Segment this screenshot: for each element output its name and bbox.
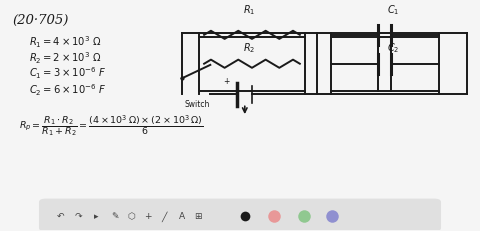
Text: $R_2$: $R_2$ (243, 41, 256, 54)
FancyBboxPatch shape (39, 199, 441, 231)
Text: ↶: ↶ (57, 211, 64, 220)
Text: ▸: ▸ (94, 211, 99, 220)
Text: A: A (179, 211, 185, 220)
Text: +: + (144, 211, 152, 220)
Text: $C_1$: $C_1$ (387, 3, 399, 17)
Text: Switch: Switch (184, 99, 210, 108)
Text: +: + (223, 76, 230, 85)
Text: $R_p = \dfrac{R_1 \cdot R_2}{R_1+R_2} = \dfrac{(4\times10^3\,\Omega)\times(2\tim: $R_p = \dfrac{R_1 \cdot R_2}{R_1+R_2} = … (19, 113, 203, 138)
Text: ⊞: ⊞ (194, 211, 202, 220)
Text: $R_1$: $R_1$ (243, 3, 256, 17)
Text: $C_1 = 3\times10^{-6}\ F$: $C_1 = 3\times10^{-6}\ F$ (29, 66, 107, 81)
Text: ╱: ╱ (162, 210, 167, 221)
Text: $C_2 = 6\times10^{-6}\ F$: $C_2 = 6\times10^{-6}\ F$ (29, 82, 107, 98)
Text: $C_2$: $C_2$ (387, 41, 399, 54)
Text: $R_2 = 2\times10^3\ \Omega$: $R_2 = 2\times10^3\ \Omega$ (29, 50, 102, 65)
Text: (20·705): (20·705) (12, 14, 69, 27)
Text: $R_1 = 4\times10^3\ \Omega$: $R_1 = 4\times10^3\ \Omega$ (29, 34, 102, 49)
Text: ⬡: ⬡ (127, 211, 135, 220)
Text: ✎: ✎ (111, 211, 119, 220)
Text: ↷: ↷ (75, 211, 83, 220)
